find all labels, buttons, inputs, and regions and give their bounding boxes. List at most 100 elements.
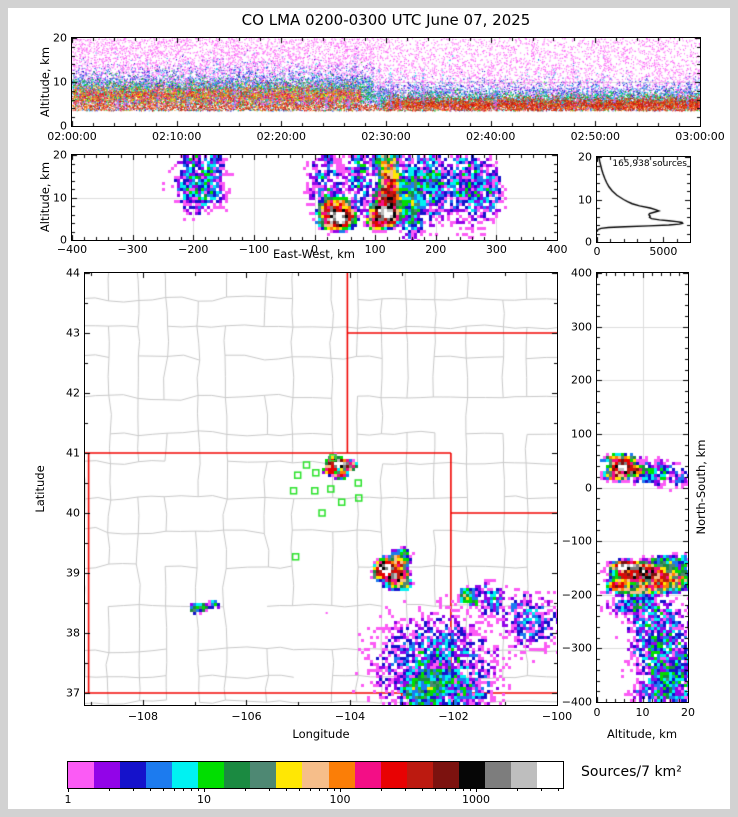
ew-height-ylabel: Altitude, km — [38, 161, 52, 233]
tick-label: 20 — [53, 31, 67, 45]
tick-label: 02:50:00 — [570, 130, 621, 143]
tick-label: 20 — [53, 148, 67, 162]
colorbar-tick — [339, 788, 341, 792]
colorbar-segment — [354, 762, 382, 788]
tick-label: 02:10:00 — [151, 130, 202, 143]
tick-label: −100 — [238, 243, 269, 256]
ns-height-ylabel: North-South, km — [694, 439, 708, 535]
tick-label: −200 — [178, 243, 209, 256]
colorbar-tick — [132, 788, 134, 791]
colorbar-segment — [276, 762, 303, 788]
colorbar-tick — [462, 788, 464, 791]
page-title: CO LMA 0200-0300 UTC June 07, 2025 — [241, 11, 531, 29]
colorbar-segment — [458, 762, 486, 788]
colorbar-tick — [197, 788, 199, 791]
colorbar-tick — [163, 788, 165, 791]
tick-label: 200 — [571, 373, 592, 387]
tick-label: 39 — [66, 566, 80, 580]
tick-label: 0 — [585, 235, 592, 249]
tick-label: −300 — [117, 243, 148, 256]
altitude-histogram-canvas — [597, 157, 690, 242]
colorbar-label: Sources/7 km² — [581, 764, 682, 780]
colorbar-segment — [250, 762, 277, 788]
tick-label: 02:00:00 — [47, 130, 97, 143]
colorbar-tick — [190, 788, 192, 791]
colorbar-tick — [445, 788, 447, 791]
ns-height-xlabel: Altitude, km — [606, 727, 678, 741]
tick-label: −200 — [561, 588, 592, 602]
colorbar-segment — [328, 762, 356, 788]
map-xlabel: Longitude — [292, 727, 350, 741]
tick-label: 02:30:00 — [361, 130, 411, 143]
colorbar-segment — [172, 762, 199, 788]
colorbar-segment — [224, 762, 251, 788]
colorbar-segment — [94, 762, 121, 788]
colorbar-tick — [435, 788, 437, 791]
colorbar-segment — [432, 762, 460, 788]
tick-label: 100 — [571, 427, 592, 441]
colorbar-segment — [484, 762, 512, 788]
colorbar-tick — [469, 788, 471, 791]
tick-label: 10 — [578, 193, 592, 206]
tick-label: 0 — [60, 233, 67, 247]
colorbar-tick — [421, 788, 423, 791]
tick-label: 37 — [66, 686, 80, 700]
ns-height-canvas — [597, 273, 688, 702]
colorbar-tick-label: 1000 — [461, 793, 490, 806]
colorbar-tick — [203, 788, 205, 792]
tick-label: −102 — [438, 710, 469, 723]
tick-label: 5000 — [649, 245, 678, 258]
colorbar-tick — [540, 788, 542, 791]
tick-label: 300 — [485, 243, 507, 256]
colorbar-tick — [244, 788, 246, 791]
tick-label: 38 — [66, 626, 80, 640]
colorbar-tick — [326, 788, 328, 791]
tick-label: 200 — [425, 243, 447, 256]
colorbar-segment — [510, 762, 538, 788]
tick-label: −100 — [541, 710, 573, 723]
colorbar-tick — [268, 788, 270, 791]
colorbar-segment — [380, 762, 408, 788]
tick-label: 100 — [364, 243, 386, 256]
tick-label: 20 — [681, 706, 695, 719]
colorbar-tick — [454, 788, 456, 791]
tick-label: 02:20:00 — [256, 130, 307, 143]
tick-label: −400 — [561, 695, 592, 709]
time-height-ylabel: Altitude, km — [38, 46, 52, 118]
colorbar-tick — [182, 788, 184, 791]
colorbar-segment — [146, 762, 173, 788]
colorbar-tick — [309, 788, 311, 791]
tick-label: 03:00:00 — [675, 130, 725, 143]
tick-label: 0 — [311, 243, 318, 256]
colorbar-tick — [68, 788, 69, 792]
tick-label: 43 — [66, 326, 80, 340]
tick-label: −300 — [561, 641, 592, 655]
tick-label: 41 — [66, 446, 80, 460]
colorbar-segment — [302, 762, 330, 788]
map-ylabel: Latitude — [33, 465, 47, 513]
tick-label: 0 — [593, 245, 601, 258]
tick-label: −106 — [231, 710, 262, 723]
tick-label: −100 — [561, 534, 592, 548]
tick-label: −108 — [127, 710, 159, 723]
map-canvas — [85, 273, 557, 705]
tick-label: 20 — [578, 150, 592, 164]
ew-height-panel — [71, 154, 558, 241]
colorbar-tick — [173, 788, 175, 791]
source-count-annotation: 165,938 sources — [612, 159, 687, 169]
colorbar-segment — [406, 762, 434, 788]
colorbar-tick — [108, 788, 110, 791]
tick-label: 10 — [53, 75, 67, 89]
colorbar-tick — [380, 788, 382, 791]
tick-label: 42 — [66, 386, 80, 400]
tick-label: 40 — [66, 506, 80, 520]
colorbar-tick — [299, 788, 301, 791]
colorbar-segment — [536, 762, 564, 788]
ns-height-panel — [596, 272, 689, 703]
colorbar-tick-label: 10 — [196, 793, 211, 806]
altitude-histogram-panel — [596, 156, 691, 243]
tick-label: 400 — [546, 243, 568, 256]
colorbar-segment — [120, 762, 147, 788]
tick-label: 0 — [585, 481, 592, 494]
